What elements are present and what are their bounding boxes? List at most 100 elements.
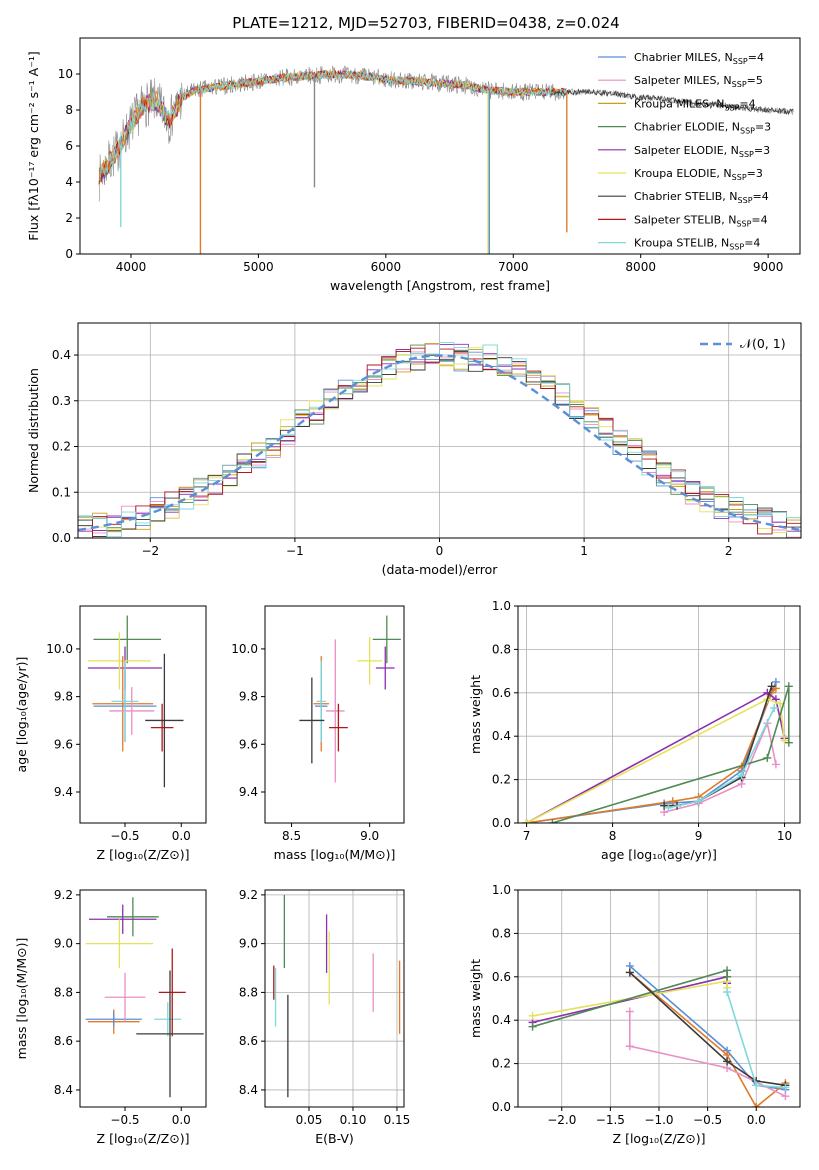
legend-tail: =4 (739, 97, 755, 110)
legend-subscript: SSP (739, 150, 754, 159)
x-axis-label: Z [log₁₀(Z/Z⊙)] (97, 847, 190, 862)
y-axis-label: Flux [fλ10⁻¹⁷ erg cm⁻² s⁻¹ A⁻¹] (26, 51, 41, 240)
legend-subscript: SSP (724, 103, 739, 112)
plot-area (87, 615, 184, 788)
y-tick-label: 8.4 (239, 1083, 258, 1097)
series-marker (660, 801, 669, 810)
legend-subscript: SSP (740, 127, 755, 136)
y-tick-label: 0.4 (492, 729, 511, 743)
series-line-chabrier_elodie (552, 686, 790, 823)
panel-spectrum: 4000 5000 6000 7000 8000 9000 0 2 4 6 8 10 wavelengt… (26, 37, 801, 293)
x-tick-label: 0.15 (384, 1113, 411, 1127)
panel-age_vs_z: −0.5 0.0 9.4 9.6 9.8 10.0 Z [log₁₀(Z/Z⊙)] age [… (14, 605, 207, 862)
series-line-orange (629, 971, 786, 1107)
legend-subscript: SSP (736, 219, 751, 228)
plot-area (98, 65, 794, 254)
y-tick-label: 9.8 (54, 690, 73, 704)
series-line-chabrier_stelib (629, 971, 786, 1087)
x-tick-label: 8000 (625, 260, 656, 274)
y-tick-label: 9.6 (54, 737, 73, 751)
plot-area (299, 615, 401, 783)
y-tick-label: 0.6 (492, 970, 511, 984)
x-axis-label: (data-model)/error (382, 562, 499, 577)
y-tick-label: 2 (65, 211, 73, 225)
series-marker (771, 684, 780, 693)
y-axis-label: mass [log₁₀(M/M⊙)] (14, 938, 29, 1060)
y-tick-label: 0.8 (492, 642, 511, 656)
x-tick-label: −1 (286, 544, 304, 558)
axes-frame (264, 605, 405, 824)
y-axis-label: age [log₁₀(age/yr)] (14, 657, 29, 773)
axes-frame (264, 889, 405, 1108)
x-tick-label: 9 (695, 829, 703, 843)
legend-label: 𝒩(0, 1) (740, 336, 786, 351)
x-tick-label: 9000 (753, 260, 784, 274)
y-tick-label: 10.0 (46, 642, 73, 656)
panel-weight_vs_z: −2.0 −1.5 −1.0 −0.5 0.0 0.0 0.2 0.4 0.6 0.8 1.0 Z [… (468, 883, 801, 1146)
panel-mass_vs_ebv: 0.05 0.10 0.15 8.4 8.6 8.8 9.0 9.2 E(B-V) (239, 888, 410, 1146)
series-marker (770, 703, 779, 712)
legend-label: Chabrier STELIB, NSSP=4 (634, 190, 769, 205)
axes-frame (79, 889, 207, 1108)
series-marker (752, 1081, 761, 1090)
plot-area (78, 342, 801, 538)
x-axis-label: E(B-V) (315, 1131, 354, 1146)
x-tick-label: 0.0 (747, 1113, 766, 1127)
y-tick-label: 0.4 (52, 348, 71, 362)
series-marker (767, 682, 776, 691)
legend-subscript: SSP (738, 196, 753, 205)
series-line-kroupa_elodie (526, 698, 786, 823)
legend-subscript: SSP (733, 57, 748, 66)
x-tick-label: 5000 (243, 260, 274, 274)
y-tick-label: 9.6 (239, 737, 258, 751)
x-axis-label: age [log₁₀(age/yr)] (601, 847, 717, 862)
y-tick-label: 0.2 (492, 1057, 511, 1071)
series-marker (737, 771, 746, 780)
series-marker (784, 738, 793, 747)
x-tick-label: 0.10 (340, 1113, 367, 1127)
series-marker (664, 803, 673, 812)
legend: Chabrier MILES, NSSP=4 Salpeter MILES, NS… (598, 51, 771, 252)
y-tick-label: 9.0 (54, 937, 73, 951)
x-tick-label: 6000 (371, 260, 402, 274)
legend-label: Salpeter ELODIE, NSSP=3 (634, 144, 770, 159)
legend-tail: =4 (753, 190, 769, 203)
legend-label: Salpeter STELIB, NSSP=4 (634, 213, 768, 228)
plot-area (528, 961, 790, 1107)
x-tick-label: 0.0 (172, 1113, 191, 1127)
series-marker (784, 682, 793, 691)
series-marker (528, 1022, 537, 1031)
spectrum-model-tail (551, 88, 794, 116)
series-marker (780, 736, 789, 745)
series-marker (723, 972, 732, 981)
panel-weight_vs_age: 7 8 9 10 0.0 0.2 0.4 0.6 0.8 1.0 age [log₁₀(age/yr… (468, 599, 801, 862)
panel-residuals: −2 −1 0 1 2 0.0 0.1 0.2 0.3 0.4 (data-model)/error… (26, 322, 802, 577)
y-tick-label: 8.8 (54, 985, 73, 999)
legend: 𝒩(0, 1) (700, 336, 786, 351)
spectrum-model-kroupa_stelib (98, 69, 567, 181)
y-tick-label: 0.0 (492, 816, 511, 830)
series-line-chabrier_miles (629, 965, 786, 1091)
legend-tail: =4 (744, 237, 760, 250)
spectrum-model-orange (98, 70, 567, 180)
series-line-chabrier_miles (526, 681, 777, 823)
x-tick-label: 0.0 (172, 829, 191, 843)
y-tick-label: 8.6 (239, 1034, 258, 1048)
series-marker (752, 1103, 761, 1107)
x-tick-label: 7 (523, 829, 531, 843)
y-tick-label: 9.0 (239, 937, 258, 951)
y-tick-label: 9.4 (54, 785, 73, 799)
y-tick-label: 8.8 (239, 985, 258, 999)
gaussian-curve (78, 354, 801, 532)
axes-frame (79, 605, 207, 824)
series-marker (723, 1057, 732, 1066)
y-tick-label: 4 (65, 175, 73, 189)
y-tick-label: 0.2 (492, 773, 511, 787)
y-tick-label: 9.2 (54, 888, 73, 902)
legend-label: Salpeter MILES, NSSP=5 (634, 74, 763, 89)
series-marker (625, 1007, 634, 1016)
y-tick-label: 0.8 (492, 926, 511, 940)
y-tick-label: 0.0 (492, 1100, 511, 1114)
y-axis-label: Normed distribution (26, 368, 41, 493)
